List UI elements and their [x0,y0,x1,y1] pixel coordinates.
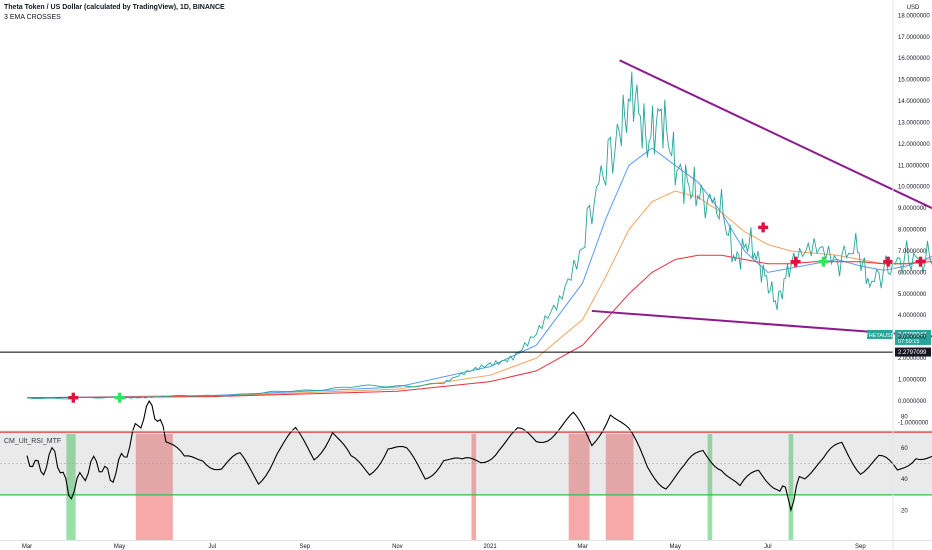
y-tick-label: 6.0000000 [898,270,927,276]
rsi-tick-label: 40 [901,477,908,483]
bear-cross-marker [790,256,801,267]
x-tick-label: Mar [22,544,32,550]
bear-cross-marker [915,256,926,267]
oscillator-title: CM_Ult_RSI_MTF [4,438,62,445]
y-tick-label: 18.0000000 [898,13,930,19]
y-tick-label: -1.0000000 [898,420,929,426]
x-tick-label: Jul [764,544,772,550]
cross-v [761,222,765,233]
chart-title: Theta Token / US Dollar (calculated by T… [4,4,225,11]
rsi-oversold-zone [707,434,713,540]
ema-line-1 [26,147,932,399]
price-tag-value: 3.0789947 [898,332,927,338]
cross-v [117,392,122,403]
x-tick-label: 2021 [483,544,497,550]
rsi-overbought-zone [135,434,173,540]
y-tick-label: 1.0000000 [898,377,927,383]
rsi-oversold-zone [788,434,794,540]
y-tick-label: 9.0000000 [898,206,927,212]
y-tick-label: 12.0000000 [898,142,930,148]
bear-cross-marker [758,222,769,233]
bull-cross-marker [818,256,829,267]
y-tick-label: 13.0000000 [898,120,930,126]
bear-cross-marker [68,392,79,403]
cross-v [886,256,890,267]
support-tag-text: 2.2797099 [898,350,927,356]
price-series [26,71,932,400]
y-tick-label: 5.0000000 [898,292,927,298]
ema-line-2 [26,190,932,399]
x-tick-label: Sep [299,544,310,550]
rsi-overbought-zone [605,434,634,540]
y-tick-label: 16.0000000 [898,56,930,62]
support-tag: 2.2797099 [895,347,931,357]
rsi-tick-label: 20 [901,509,908,515]
y-tick-label: 14.0000000 [898,99,930,105]
rsi-overbought-zone [568,434,590,540]
x-tick-label: Nov [392,544,403,550]
y-tick-label: 17.0000000 [898,35,930,41]
price-tag-bg [895,329,931,345]
x-tick-label: May [114,544,125,550]
x-tick-label: Mar [577,544,587,550]
symbol-tag-text: THETAUSD [865,333,894,339]
y-tick-label: 3.0000000 [898,335,927,341]
x-tick-label: May [670,544,681,550]
rsi-oversold-zone [66,434,76,540]
indicator-label: 3 EMA CROSSES [4,14,61,21]
y-tick-label: 2.0000000 [898,356,927,362]
cross-v [71,392,75,403]
y-tick-label: 10.0000000 [898,185,930,191]
cross-v [793,256,798,267]
rsi-tick-label: 60 [901,446,908,452]
y-tick-label: 8.0000000 [898,228,927,234]
y-tick-label: 15.0000000 [898,78,930,84]
ema-line-3 [26,254,932,399]
x-tick-label: Jul [208,544,216,550]
bull-cross-marker [114,392,125,403]
price-tag-countdown: 07:59:15 [898,339,919,345]
y-tick-label: 4.0000000 [898,313,927,319]
y-tick-label: 11.0000000 [898,163,930,169]
y-tick-label: 7.0000000 [898,249,927,255]
currency-label: USD [907,5,920,11]
rsi-tick-label: 80 [901,414,908,420]
oscillator-pane [0,400,932,540]
x-tick-label: Sep [855,544,866,550]
wedge-upper-line [619,59,932,210]
y-tick-label: 0.0000000 [898,399,927,405]
symbol-tag-bg [867,329,893,339]
rsi-overbought-zone [471,434,477,540]
rsi-line [26,400,932,513]
bear-cross-marker [883,256,894,267]
cross-v [821,256,826,267]
cross-v [918,256,923,267]
support-tag-bg [895,347,931,357]
